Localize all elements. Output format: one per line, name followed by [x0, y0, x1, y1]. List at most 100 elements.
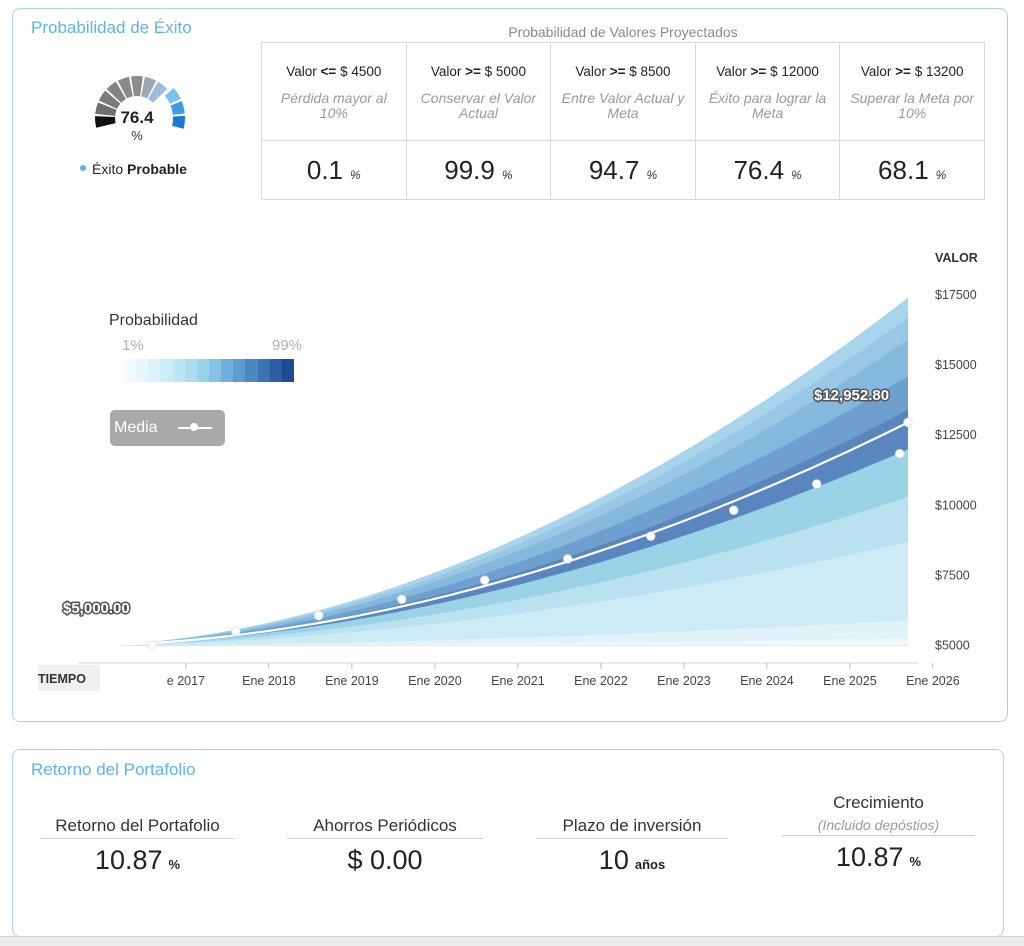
gauge-segment [148, 81, 168, 103]
condition-prefix: Valor [575, 64, 606, 79]
metric-unit: años [634, 857, 666, 872]
gauge-segment [98, 90, 121, 109]
legend-min-label: 1% [122, 337, 144, 354]
x-tick-label: Ene 2020 [408, 674, 462, 688]
success-gauge: 76.4 % [64, 51, 214, 151]
metric-sublabel: (Incluido depóstios) [782, 817, 975, 836]
mean-point[interactable] [314, 610, 324, 621]
legend-swatch [184, 359, 197, 382]
legend-swatch [196, 359, 209, 382]
metric-label: Crecimiento [833, 793, 924, 812]
metric-investment-term: Plazo de inversión 10 años [536, 816, 728, 876]
probability-band [78, 541, 908, 646]
condition-amount: $ 13200 [914, 64, 964, 79]
legend-swatch [124, 359, 137, 382]
probability-table: Valor <= $ 4500 Pérdida mayor al 10% Valo… [261, 42, 985, 200]
metric-value-line: 10.87% [41, 845, 234, 876]
condition-description: Superar la Meta por 10% [850, 90, 975, 121]
table-cell: 99.9% [405, 140, 552, 200]
mean-point[interactable] [729, 505, 739, 516]
y-tick-label: $7500 [935, 568, 970, 582]
window-bottom-bar [0, 936, 1024, 946]
condition-prefix: Valor [716, 64, 747, 79]
table-cell: Valor >= $ 5000 Conservar el Valor Actual [405, 42, 552, 141]
condition-amount: $ 12000 [770, 64, 819, 79]
legend-swatch [221, 359, 234, 382]
gauge-segment [117, 76, 133, 99]
condition-operator: <= [320, 64, 337, 79]
probability-value: 0.1 [306, 154, 344, 185]
probability-value: 94.7 [588, 154, 640, 185]
table-cell: Valor >= $ 12000 Éxito para lograr la Met… [694, 42, 841, 141]
metric-label: Ahorros Periódicos [287, 816, 483, 839]
mean-point[interactable] [563, 554, 573, 564]
table-cell: 94.7% [550, 140, 696, 200]
metric-unit: % [909, 854, 922, 869]
mean-point[interactable] [147, 640, 158, 651]
legend-swatch [172, 359, 185, 382]
gauge-segment [141, 76, 157, 99]
probability-unit: % [646, 167, 658, 182]
condition-description: Pérdida mayor al 10% [280, 90, 387, 121]
x-tick-label: Ene 2024 [740, 674, 794, 688]
gauge-segment [170, 101, 185, 115]
probability-unit: % [935, 167, 947, 182]
mean-point[interactable] [895, 448, 905, 459]
condition-operator: >= [465, 64, 481, 79]
table-cell: Valor >= $ 8500 Entre Valor Actual y Meta [550, 42, 696, 141]
mean-toggle-label: Media [114, 419, 158, 436]
x-tick-label: Ene 2021 [491, 674, 545, 688]
x-axis-title: TIEMPO [38, 672, 86, 686]
mean-point[interactable] [397, 594, 407, 604]
mean-toggle-button[interactable]: Media [110, 410, 225, 446]
x-tick-label: Ene 2018 [242, 674, 296, 688]
probability-color-scale [124, 359, 294, 382]
metric-value: $ 0.00 [347, 845, 423, 875]
legend-max-label: 99% [272, 337, 303, 354]
x-tick-label: Ene 2026 [906, 674, 960, 688]
mean-point[interactable] [230, 626, 241, 636]
metric-label: Retorno del Portafolio [41, 816, 234, 839]
y-axis-title: VALOR [935, 251, 978, 265]
table-cell: Valor <= $ 4500 Pérdida mayor al 10% [261, 42, 407, 141]
gauge-legend-status: Probable [127, 161, 187, 177]
gauge-segment [164, 87, 181, 104]
legend-swatch [160, 359, 173, 382]
metric-value: 10 [598, 845, 629, 875]
mean-point[interactable] [646, 531, 656, 541]
x-axis-title-bg [38, 665, 100, 691]
metric-portfolio-return: Retorno del Portafolio 10.87% [41, 816, 234, 876]
gauge-segment [172, 115, 185, 129]
legend-swatch [257, 359, 270, 382]
condition-description: Éxito para lograr la Meta [708, 90, 827, 121]
condition-prefix: Valor [286, 64, 317, 79]
probability-unit: % [501, 167, 513, 182]
condition-amount: $ 4500 [340, 64, 382, 79]
table-cell: 0.1% [261, 140, 407, 200]
mean-point[interactable] [812, 479, 822, 489]
metric-value: 10.87 [835, 842, 904, 872]
metric-value: 10.87 [94, 845, 163, 875]
end-value-label: $12,952.80 [814, 387, 889, 404]
x-tick-label: Ene 2023 [657, 674, 711, 688]
mean-line [77, 421, 909, 647]
probability-unit: % [350, 167, 361, 182]
gauge-unit: % [131, 128, 143, 143]
probability-band [78, 620, 908, 646]
mean-dot-icon [190, 423, 198, 431]
probability-table-title: Probabilidad de Valores Proyectados [508, 24, 738, 40]
probability-value: 68.1 [878, 154, 929, 185]
mean-point[interactable] [480, 575, 490, 585]
metric-unit: % [168, 857, 181, 872]
y-tick-label: $15000 [935, 358, 977, 372]
probability-value: 76.4 [733, 154, 785, 185]
metric-value-line: $ 0.00 [287, 845, 483, 876]
panel-title: Probabilidad de Éxito [31, 18, 192, 37]
condition-description: Entre Valor Actual y Meta [561, 90, 685, 121]
mean-point[interactable] [903, 417, 913, 428]
metric-value-line: 10 años [536, 845, 728, 876]
legend-swatch [136, 359, 149, 382]
legend-swatch [233, 359, 246, 382]
legend-swatch [281, 359, 294, 382]
